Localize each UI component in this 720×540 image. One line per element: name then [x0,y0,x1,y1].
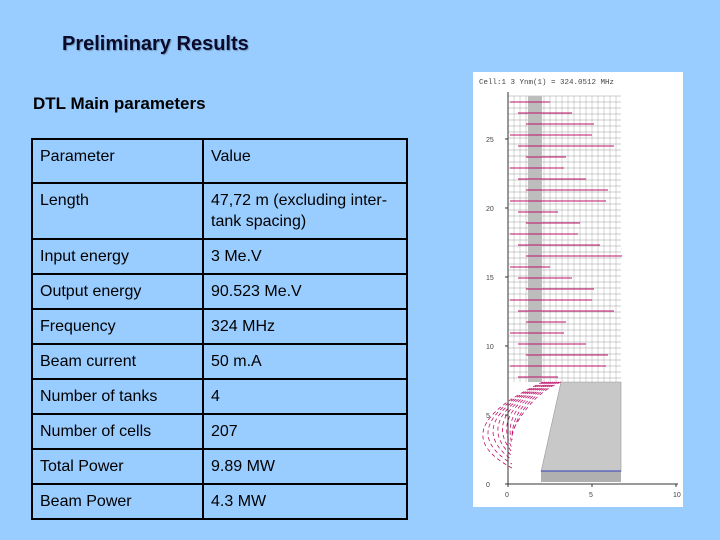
x-tick-label: 10 [673,492,681,499]
param-cell: Output energy [31,273,204,310]
y-tick-label: 10 [486,344,494,351]
field-arc [509,381,556,445]
field-arc [487,381,546,465]
value-cell: 9.89 MW [202,448,408,485]
param-cell: Number of cells [31,413,204,450]
table-row: Beam current 50 m.A [31,343,408,380]
param-cell: Number of tanks [31,378,204,415]
table-header-row: Parameter Value [31,138,408,184]
value-cell: 324 MHz [202,308,408,345]
y-tick-label: 25 [486,137,494,144]
field-plot: Cell:1 3 Ynm(1) = 324.0512 MHz 0 5 10 15 20 2… [473,72,683,507]
param-cell: Beam Power [31,483,204,520]
x-tick-label: 5 [589,492,593,499]
param-cell: Length [31,182,204,240]
table-row: Frequency 324 MHz [31,308,408,345]
field-arc [511,381,558,441]
field-arc [506,381,554,449]
slide-title: Preliminary Results [62,33,249,55]
y-tick-label: 5 [486,413,490,420]
slide-subtitle: DTL Main parameters [33,94,206,113]
param-cell: Total Power [31,448,204,485]
table-row: Input energy 3 Me.V [31,238,408,275]
beam-axis-band [541,472,621,482]
field-arc [482,381,544,469]
table-row: Length 47,72 m (excluding inter-tank spa… [31,182,408,240]
field-arc [511,381,560,437]
table-row: Output energy 90.523 Me.V [31,273,408,310]
table-row: Number of tanks 4 [31,378,408,415]
value-cell: 3 Me.V [202,238,408,275]
value-cell: 50 m.A [202,343,408,380]
y-tick-label: 0 [486,482,490,489]
table-row: Total Power 9.89 MW [31,448,408,485]
header-value: Value [202,138,408,184]
value-cell: 47,72 m (excluding inter-tank spacing) [202,182,408,240]
value-cell: 4.3 MW [202,483,408,520]
parameters-table: Parameter Value Length 47,72 m (excludin… [31,138,408,520]
param-cell: Input energy [31,238,204,275]
value-cell: 207 [202,413,408,450]
mesh-band [528,96,542,382]
value-cell: 4 [202,378,408,415]
param-cell: Frequency [31,308,204,345]
y-tick-label: 15 [486,275,494,282]
drift-tube-shape [540,381,622,473]
field-lines [482,101,622,472]
field-arc [502,381,552,453]
plot-axes: 0 5 10 15 20 25 0 5 10 [486,92,681,499]
header-parameter: Parameter [31,138,204,184]
value-cell: 90.523 Me.V [202,273,408,310]
field-plot-svg: Cell:1 3 Ynm(1) = 324.0512 MHz 0 5 10 15 20 2… [479,79,681,499]
field-arc [497,381,550,457]
y-tick-label: 20 [486,206,494,213]
plot-header: Cell:1 3 Ynm(1) = 324.0512 MHz [479,79,614,87]
x-tick-label: 0 [505,492,509,499]
param-cell: Beam current [31,343,204,380]
table-row: Beam Power 4.3 MW [31,483,408,520]
field-arc [492,381,548,461]
table-row: Number of cells 207 [31,413,408,450]
